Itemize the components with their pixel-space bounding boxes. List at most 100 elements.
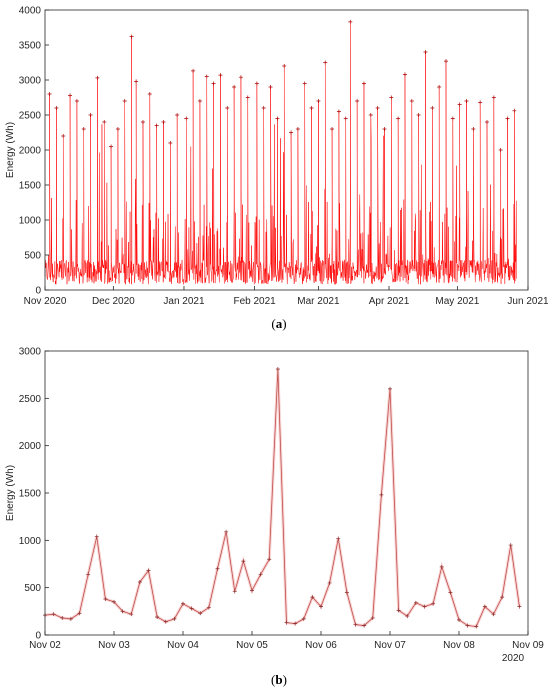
data-point-b bbox=[120, 609, 125, 614]
data-point-b bbox=[215, 566, 220, 571]
data-point-a bbox=[81, 127, 86, 131]
x-tick-label-a: Feb 2021 bbox=[233, 296, 276, 307]
data-point-a bbox=[232, 85, 237, 89]
data-point-a bbox=[154, 123, 159, 128]
x-tick-label-a: Jun 2021 bbox=[507, 296, 549, 307]
data-point-a bbox=[348, 19, 353, 24]
panel-label-b-close: ) bbox=[283, 672, 287, 687]
data-point-b bbox=[137, 579, 142, 584]
data-point-a bbox=[330, 127, 335, 131]
data-point-a bbox=[355, 99, 360, 103]
data-point-a bbox=[238, 75, 243, 80]
data-point-a bbox=[175, 113, 180, 117]
series-line-b bbox=[44, 368, 520, 627]
data-point-a bbox=[389, 95, 394, 100]
chart-panel-b: 0 500 1000 1500 2000 2500 3000 Nov 02 Nov 03 Nov … bbox=[5, 347, 544, 688]
data-point-a bbox=[61, 134, 66, 138]
data-point-b bbox=[51, 612, 56, 617]
panel-label-a-open: ( bbox=[271, 316, 275, 331]
data-point-b bbox=[112, 599, 116, 604]
data-point-a bbox=[122, 99, 127, 103]
axes-a: 0 500 1000 1500 2000 2500 3000 3500 4000 Nov 2020… bbox=[19, 6, 549, 308]
panel-label-a-letter: a bbox=[276, 316, 283, 331]
data-point-b bbox=[163, 619, 168, 624]
y-tick-label-a: 3500 bbox=[19, 41, 42, 52]
data-point-a bbox=[74, 99, 79, 103]
data-point-b bbox=[232, 589, 237, 594]
data-point-b bbox=[362, 623, 367, 628]
data-point-a bbox=[375, 106, 380, 110]
data-point-b bbox=[474, 624, 479, 629]
data-point-a bbox=[443, 59, 448, 64]
data-point-b bbox=[457, 617, 461, 622]
data-point-b bbox=[465, 623, 470, 628]
data-point-a bbox=[161, 120, 166, 124]
data-point-b bbox=[439, 564, 444, 569]
y-tick-label-b: 2500 bbox=[19, 394, 42, 405]
data-point-a bbox=[309, 106, 314, 110]
y-tick-label-a: 1000 bbox=[19, 216, 42, 227]
x-tick-label-a: Jan 2021 bbox=[163, 296, 205, 307]
data-point-b bbox=[86, 572, 91, 577]
x-tick-label-a: Dec 2020 bbox=[92, 296, 135, 307]
data-point-a bbox=[68, 93, 73, 98]
y-tick-label-a: 2000 bbox=[19, 146, 42, 157]
data-point-a bbox=[302, 81, 307, 86]
data-point-b bbox=[500, 595, 505, 600]
data-point-b bbox=[482, 604, 487, 609]
data-point-b bbox=[413, 600, 418, 605]
data-point-b bbox=[370, 615, 375, 620]
data-point-a bbox=[134, 79, 139, 84]
data-point-a bbox=[437, 85, 442, 89]
x-tick-label-a: Mar 2021 bbox=[297, 296, 340, 307]
data-point-a bbox=[261, 106, 266, 110]
data-point-a bbox=[184, 116, 189, 121]
data-point-b bbox=[431, 601, 436, 606]
data-point-b bbox=[344, 590, 349, 595]
y-tick-label-b: 3000 bbox=[19, 347, 42, 358]
data-point-b bbox=[267, 557, 272, 562]
data-point-a bbox=[289, 130, 294, 135]
data-point-a bbox=[102, 120, 107, 124]
y-tick-label-a: 3000 bbox=[19, 76, 42, 87]
data-point-b bbox=[129, 612, 134, 617]
data-point-a bbox=[396, 116, 401, 121]
data-point-a bbox=[225, 106, 230, 110]
data-point-a bbox=[484, 120, 489, 124]
panel-label-b: (b) bbox=[271, 672, 287, 687]
data-point-b bbox=[68, 616, 73, 621]
data-point-a bbox=[316, 99, 321, 103]
x-tick-label-b: Nov 06 bbox=[305, 640, 337, 651]
data-point-a bbox=[498, 148, 503, 152]
data-point-a bbox=[191, 68, 196, 73]
x-tick-label-a: May 2021 bbox=[435, 296, 479, 307]
data-point-a bbox=[464, 99, 469, 103]
data-point-b bbox=[181, 601, 185, 606]
x-tick-label-b: Nov 08 bbox=[443, 640, 475, 651]
data-point-a bbox=[140, 120, 145, 124]
data-point-b bbox=[258, 572, 263, 577]
data-point-b bbox=[146, 568, 151, 573]
data-point-b bbox=[77, 611, 82, 616]
data-point-b bbox=[336, 536, 341, 541]
data-point-a bbox=[478, 100, 483, 105]
data-point-b bbox=[206, 605, 211, 610]
data-point-a bbox=[471, 127, 476, 131]
x-secondary-label-b: 2020 bbox=[502, 653, 525, 664]
y-tick-label-b: 0 bbox=[35, 631, 41, 642]
panel-label-b-letter: b bbox=[275, 672, 282, 687]
x-tick-label-b: Nov 07 bbox=[374, 640, 406, 651]
data-point-b bbox=[353, 622, 358, 627]
data-point-a bbox=[423, 50, 428, 54]
data-point-a bbox=[47, 92, 52, 96]
data-point-b bbox=[189, 606, 194, 611]
data-point-b bbox=[379, 492, 384, 497]
data-point-a bbox=[491, 95, 496, 100]
data-point-a bbox=[211, 81, 216, 86]
data-point-a bbox=[295, 127, 300, 131]
panel-label-b-open: ( bbox=[271, 672, 275, 687]
data-point-a bbox=[382, 127, 387, 131]
data-point-a bbox=[204, 74, 209, 79]
data-point-b bbox=[422, 604, 427, 609]
